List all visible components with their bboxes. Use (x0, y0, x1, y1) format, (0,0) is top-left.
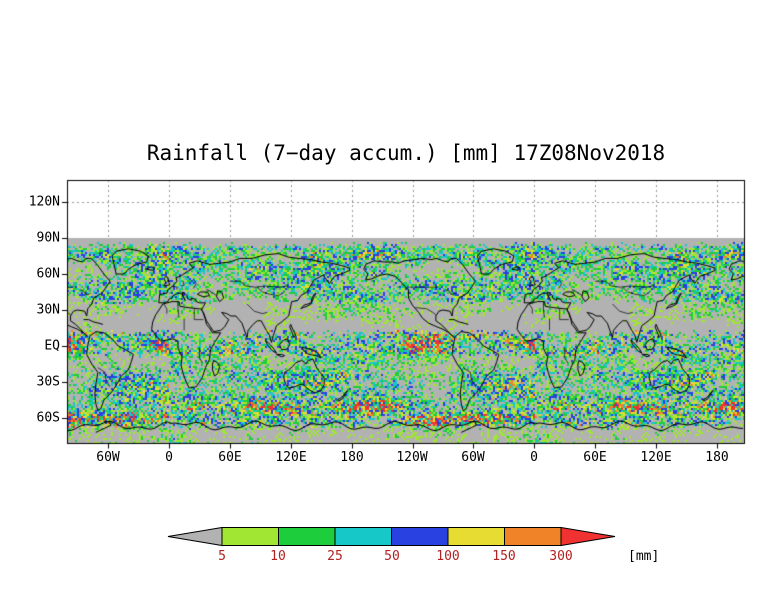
x-axis-tick-label: 0 (530, 450, 538, 465)
x-axis-tick-label: 60E (218, 450, 242, 465)
x-axis-tick-label: 0 (165, 450, 173, 465)
colorbar-segment (221, 527, 279, 546)
colorbar-value-label: 5 (218, 549, 226, 564)
colorbar-value-label: 50 (384, 549, 400, 564)
y-axis-tick-label: 90N (36, 230, 60, 246)
x-axis-tick-label: 60E (583, 450, 607, 465)
colorbar-value-label: 100 (436, 549, 460, 564)
x-axis-tick-label: 120W (396, 450, 428, 465)
colorbar-value-label: 150 (492, 549, 516, 564)
x-axis-tick-label: 180 (705, 450, 729, 465)
colorbar-value-label: 10 (270, 549, 286, 564)
colorbar-value-label: 25 (327, 549, 343, 564)
colorbar (167, 526, 616, 547)
colorbar-segment (504, 527, 562, 546)
colorbar-value-label: 300 (549, 549, 573, 564)
colorbar-unit-label: [mm] (628, 549, 660, 564)
colorbar-arrow-right (560, 526, 616, 547)
x-axis-tick-label: 120E (275, 450, 307, 465)
y-axis-tick-label: 120N (28, 194, 60, 210)
colorbar-segment (334, 527, 392, 546)
x-axis-tick-label: 180 (340, 450, 364, 465)
y-axis-tick-label: 60S (36, 410, 60, 426)
colorbar-arrow-left (167, 526, 223, 547)
colorbar-segment (391, 527, 449, 546)
y-axis-tick-label: 30N (36, 302, 60, 318)
x-axis-tick-label: 60W (461, 450, 485, 465)
y-axis-tick-label: 30S (36, 374, 60, 390)
colorbar-segment (278, 527, 336, 546)
x-axis-tick-label: 60W (96, 450, 120, 465)
colorbar-segment (447, 527, 505, 546)
y-axis-tick-label: EQ (44, 338, 60, 354)
y-axis-tick-label: 60N (36, 266, 60, 282)
plot-title: Rainfall (7−day accum.) [mm] 17Z08Nov201… (146, 141, 666, 165)
x-axis-tick-label: 120E (640, 450, 672, 465)
